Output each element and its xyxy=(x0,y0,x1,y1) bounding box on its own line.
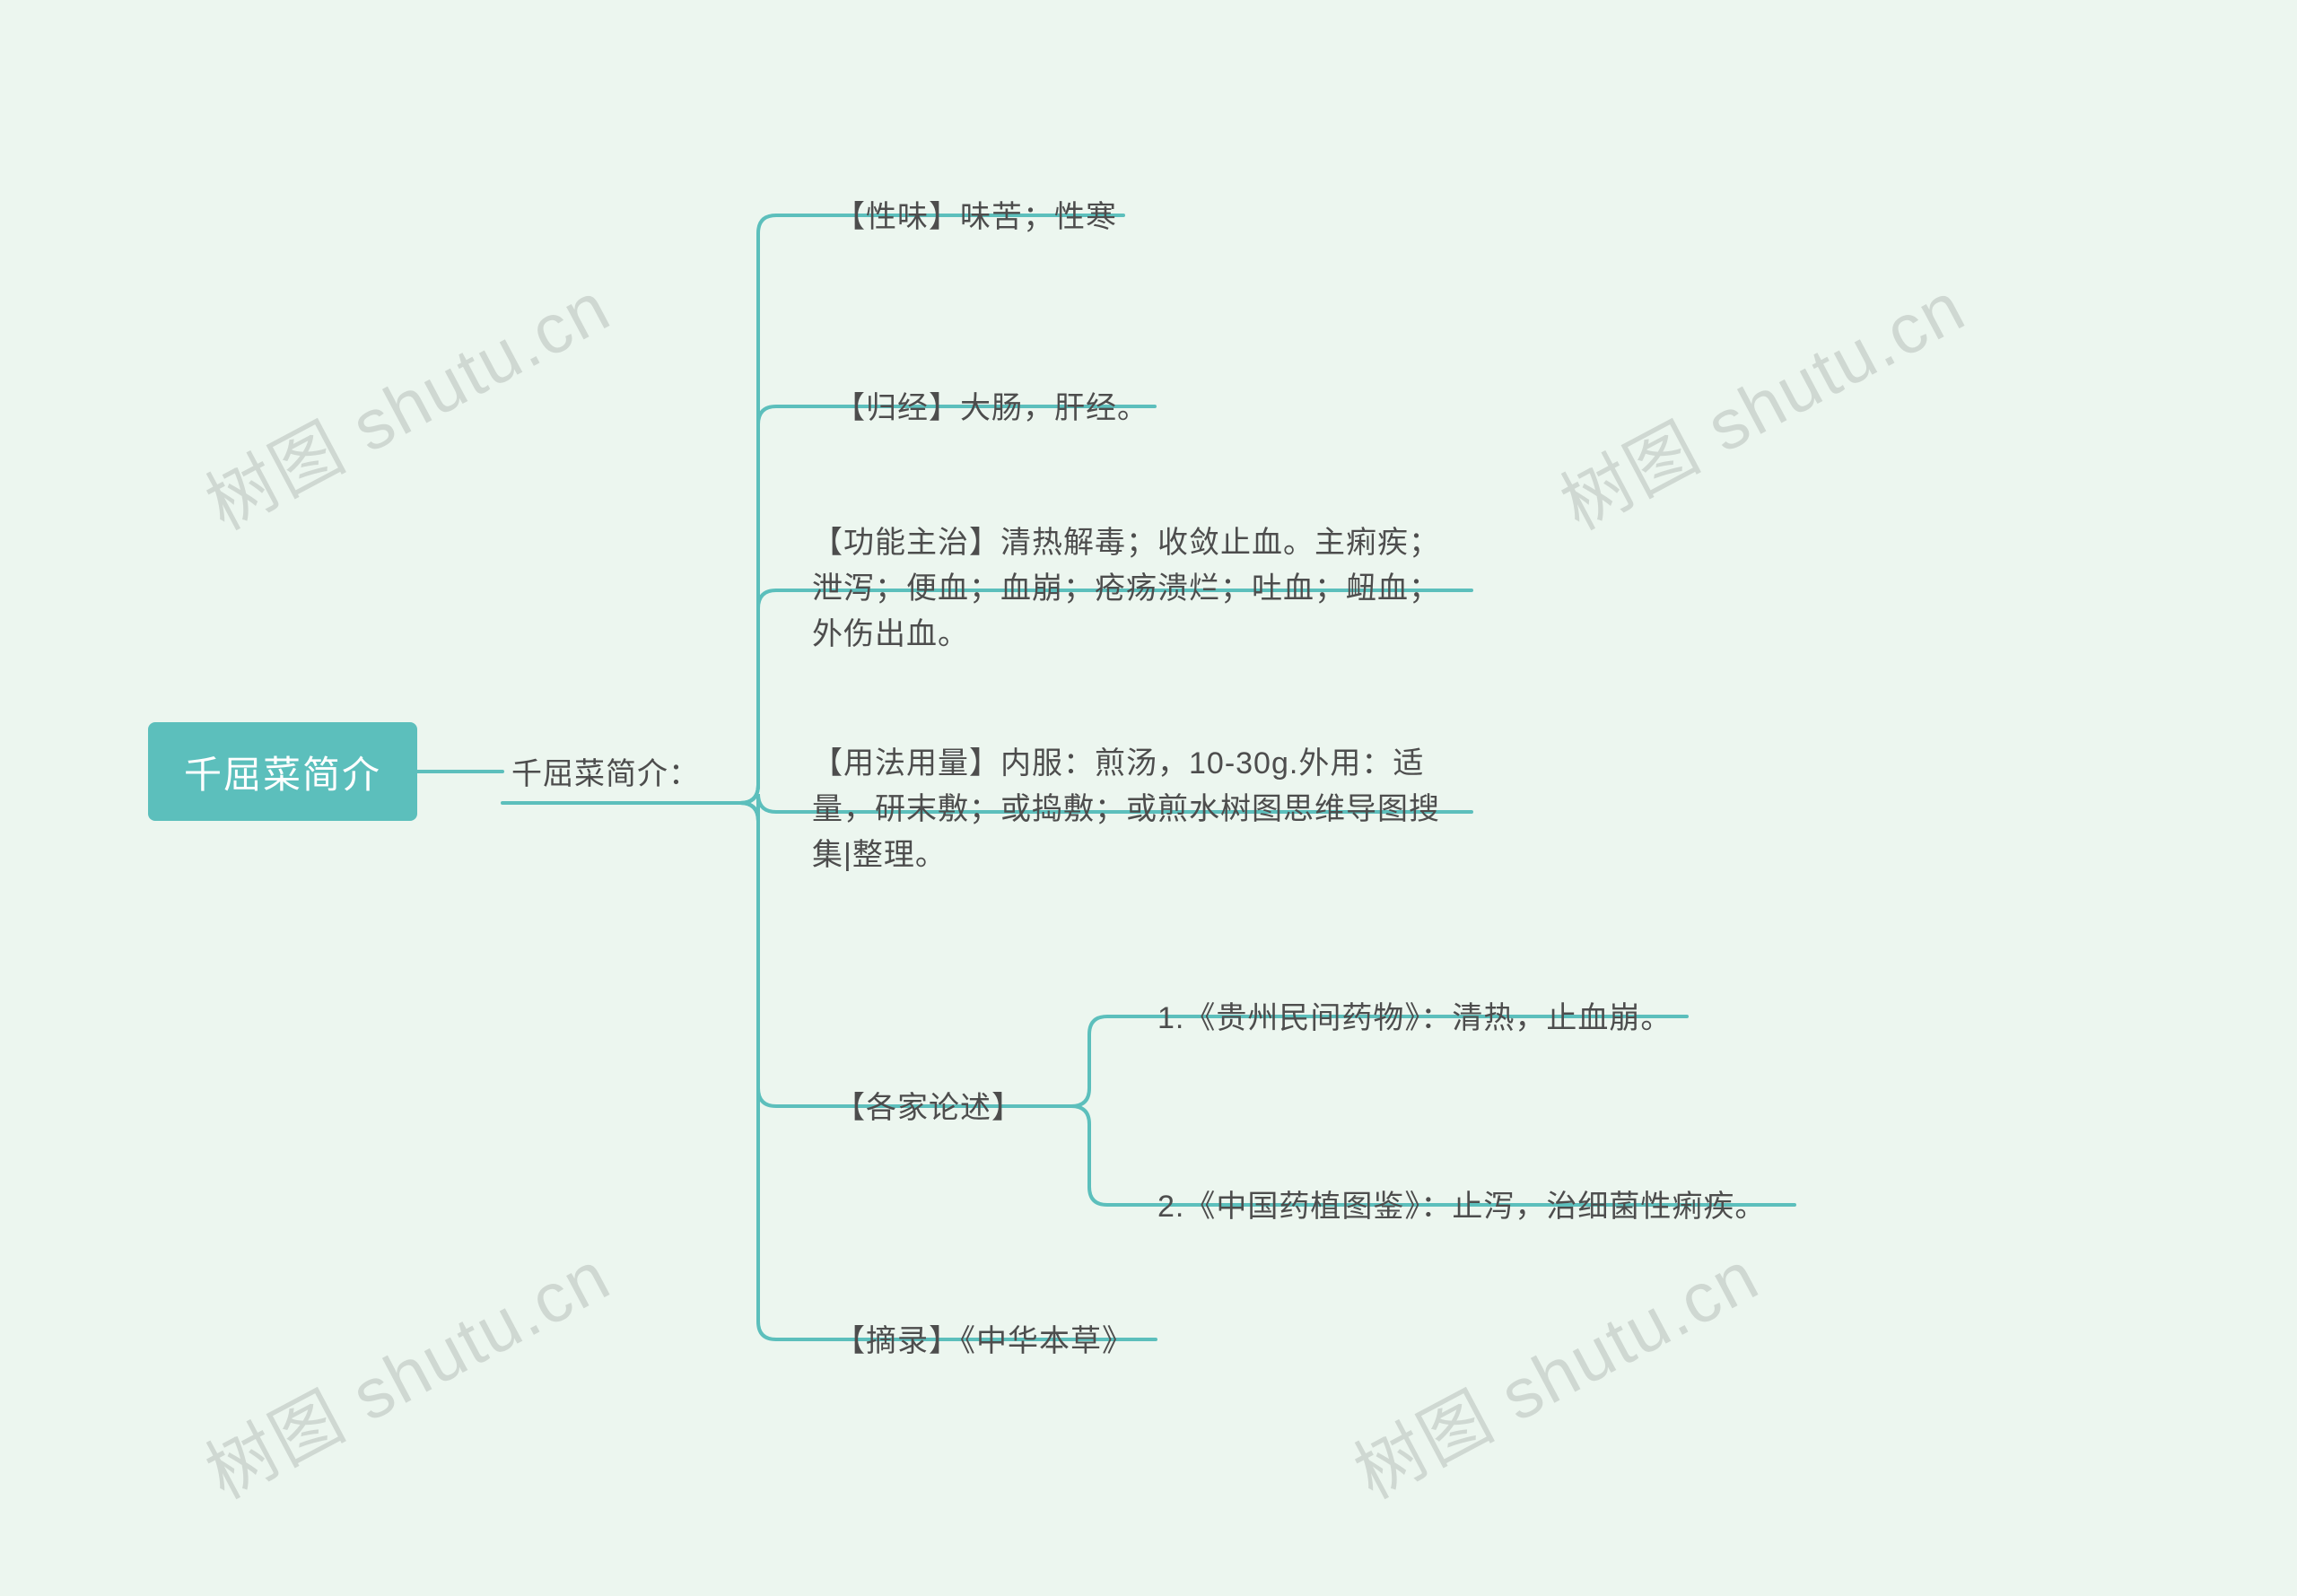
node-lunshu-child[interactable]: 2.《中国药植图鉴》：止泻，治细菌性痢疾。 xyxy=(1157,1184,1766,1230)
node-yongfa[interactable]: 【用法用量】内服：煎汤，10-30g.外用：适量，研末敷；或捣敷；或煎水树图思维… xyxy=(812,741,1458,878)
node-label: 【用法用量】内服：煎汤，10-30g.外用：适量，研末敷；或捣敷；或煎水树图思维… xyxy=(812,746,1440,872)
root-node[interactable]: 千屈菜简介 xyxy=(148,722,417,821)
node-label: 2.《中国药植图鉴》：止泻，治细菌性痢疾。 xyxy=(1157,1190,1766,1224)
node-lunshu[interactable]: 【各家论述】 xyxy=(834,1086,1023,1131)
node-label: 【各家论述】 xyxy=(834,1091,1023,1125)
root-label: 千屈菜简介 xyxy=(184,745,381,799)
node-label: 千屈菜简介： xyxy=(511,757,700,791)
node-zhailu[interactable]: 【摘录】《中华本草》 xyxy=(834,1319,1133,1365)
node-label: 【性味】味苦；性寒 xyxy=(834,200,1117,234)
node-guijing[interactable]: 【归经】大肠，肝经。 xyxy=(834,386,1148,432)
node-label: 【功能主治】清热解毒；收敛止血。主痢疾；泄泻；便血；血崩；疮疡溃烂；吐血；衄血；… xyxy=(812,526,1440,651)
node-gongneng[interactable]: 【功能主治】清热解毒；收敛止血。主痢疾；泄泻；便血；血崩；疮疡溃烂；吐血；衄血；… xyxy=(812,520,1458,658)
node-lunshu-child[interactable]: 1.《贵州民间药物》：清热，止血崩。 xyxy=(1157,996,1672,1042)
node-label: 【摘录】《中华本草》 xyxy=(834,1324,1133,1358)
mindmap-canvas: 树图 shutu.cn 树图 shutu.cn 树图 shutu.cn 树图 s… xyxy=(0,0,2297,1596)
node-label: 【归经】大肠，肝经。 xyxy=(834,391,1148,425)
node-xingwei[interactable]: 【性味】味苦；性寒 xyxy=(834,195,1117,240)
node-level1[interactable]: 千屈菜简介： xyxy=(511,752,700,798)
node-label: 1.《贵州民间药物》：清热，止血崩。 xyxy=(1157,1001,1672,1035)
